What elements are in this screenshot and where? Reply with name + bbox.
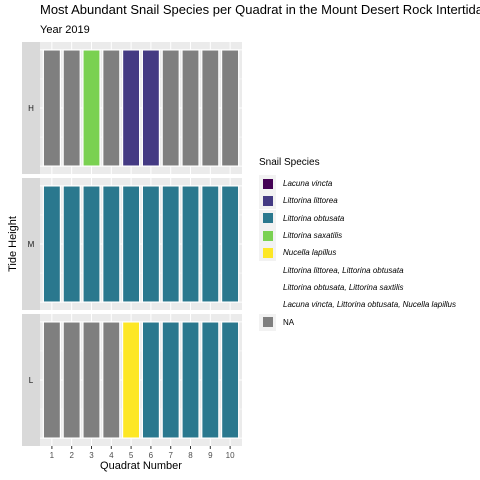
- legend-key: [259, 244, 276, 262]
- legend-label: Littorina obtusata, Littorina saxtilis: [283, 282, 404, 292]
- facet-strip-l: [22, 314, 40, 446]
- legend-label: Lacuna vincta: [283, 179, 333, 189]
- bar-l-6: [141, 321, 161, 439]
- legend-item: NA: [259, 313, 456, 331]
- facet-strip-h: [22, 42, 40, 174]
- bar-m-9: [201, 185, 220, 303]
- facet-strip-m: [22, 178, 40, 310]
- bar-l-7: [161, 321, 180, 439]
- x-tick-label: 8: [188, 451, 193, 460]
- legend-key: [259, 209, 276, 227]
- legend-item: Littorina obtusata, Littorina saxtilis: [259, 278, 456, 296]
- legend-swatch: [262, 317, 273, 328]
- bar-h-10: [221, 49, 240, 167]
- bar-h-9: [201, 49, 220, 167]
- legend-label: Littorina littorea, Littorina obtusata: [283, 265, 404, 275]
- x-tick-label: 10: [226, 451, 235, 460]
- legend-label: Nucella lapillus: [283, 248, 337, 258]
- bar-m-4: [102, 185, 121, 303]
- bar-l-10: [221, 321, 240, 439]
- legend-item: Lacuna vincta: [259, 175, 456, 193]
- chart-title: Most Abundant Snail Species per Quadrat …: [40, 2, 480, 17]
- bar-m-5: [121, 185, 141, 303]
- legend-item: Littorina littorea: [259, 192, 456, 210]
- bar-h-2: [62, 49, 81, 167]
- x-tick-label: 4: [109, 451, 114, 460]
- bar-l-5: [121, 321, 141, 439]
- bar-m-1: [42, 185, 61, 303]
- bar-l-8: [181, 321, 200, 439]
- bar-h-4: [102, 49, 121, 167]
- bar-m-3: [82, 185, 101, 303]
- legend-item: Littorina saxatilis: [259, 227, 456, 245]
- legend-swatch: [262, 213, 273, 224]
- legend-label: Littorina saxatilis: [283, 231, 343, 241]
- facet-label-h: H: [28, 104, 34, 113]
- legend-item: Littorina littorea, Littorina obtusata: [259, 261, 456, 279]
- x-tick-label: 6: [149, 451, 154, 460]
- legend-label: NA: [283, 317, 295, 327]
- legend-item: Lacuna vincta, Littorina obtusata, Nucel…: [259, 296, 456, 314]
- x-tick-label: 2: [69, 451, 74, 460]
- legend-label: Littorina obtusata: [283, 213, 345, 223]
- bar-l-9: [201, 321, 220, 439]
- bar-m-6: [141, 185, 161, 303]
- bar-h-3: [82, 49, 101, 167]
- bar-h-7: [161, 49, 180, 167]
- legend-swatch: [262, 178, 273, 189]
- x-tick-label: 1: [50, 451, 55, 460]
- bar-l-1: [42, 321, 61, 439]
- legend-key: [259, 278, 276, 296]
- legend-key: [259, 192, 276, 210]
- legend: Snail Species Lacuna vincta Littorina lit…: [259, 157, 456, 331]
- legend-swatch: [262, 247, 273, 258]
- bar-l-2: [62, 321, 81, 439]
- bar-h-5: [121, 49, 141, 167]
- legend-key: [259, 227, 276, 245]
- legend-label: Lacuna vincta, Littorina obtusata, Nucel…: [283, 300, 456, 310]
- legend-label: Littorina littorea: [283, 196, 338, 206]
- bar-l-3: [82, 321, 101, 439]
- bar-m-8: [181, 185, 200, 303]
- bar-h-8: [181, 49, 200, 167]
- bar-h-6: [141, 49, 161, 167]
- facet-label-m: M: [28, 240, 35, 249]
- x-axis-label: Quadrat Number: [100, 460, 182, 472]
- bar-h-1: [42, 49, 61, 167]
- legend-key: [259, 261, 276, 279]
- x-tick-label: 5: [129, 451, 134, 460]
- bar-m-7: [161, 185, 180, 303]
- legend-key: [259, 313, 276, 331]
- legend-item: Littorina obtusata: [259, 209, 456, 227]
- legend-key: [259, 175, 276, 193]
- legend-swatch: [262, 195, 273, 206]
- bar-m-10: [221, 185, 240, 303]
- chart-subtitle: Year 2019: [40, 24, 90, 36]
- x-tick-label: 3: [89, 451, 94, 460]
- legend-items: Lacuna vincta Littorina littorea Littorina…: [259, 175, 456, 331]
- legend-key: [259, 296, 276, 314]
- legend-title: Snail Species: [259, 157, 320, 168]
- legend-item: Nucella lapillus: [259, 244, 456, 262]
- bar-l-4: [102, 321, 121, 439]
- bar-m-2: [62, 185, 81, 303]
- x-tick-label: 9: [208, 451, 213, 460]
- x-tick-label: 7: [168, 451, 173, 460]
- legend-swatch: [262, 230, 273, 241]
- facet-label-l: L: [29, 376, 34, 385]
